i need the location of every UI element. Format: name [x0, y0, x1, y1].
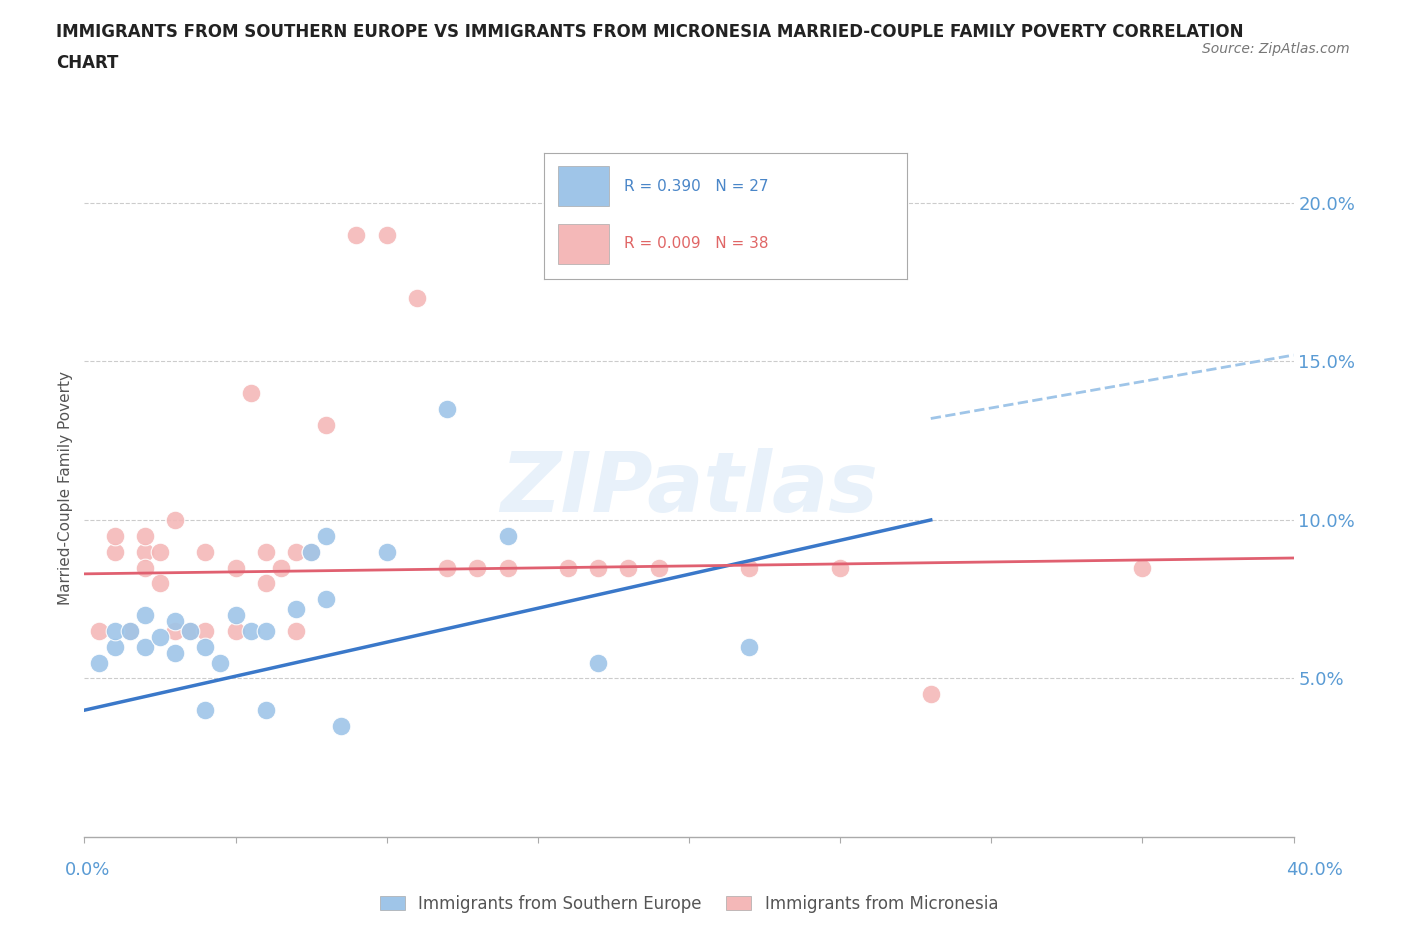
Point	[194, 703, 217, 718]
Point	[134, 639, 156, 654]
Text: 40.0%: 40.0%	[1286, 860, 1343, 879]
Text: ZIPatlas: ZIPatlas	[501, 447, 877, 529]
Point	[194, 639, 217, 654]
Point	[738, 639, 761, 654]
Point	[738, 560, 761, 575]
Point	[134, 544, 156, 559]
Point	[588, 655, 610, 670]
Point	[134, 607, 156, 622]
Point	[375, 544, 398, 559]
Point	[194, 544, 217, 559]
Point	[285, 544, 308, 559]
Text: CHART: CHART	[56, 54, 118, 72]
Text: IMMIGRANTS FROM SOUTHERN EUROPE VS IMMIGRANTS FROM MICRONESIA MARRIED-COUPLE FAM: IMMIGRANTS FROM SOUTHERN EUROPE VS IMMIG…	[56, 23, 1244, 41]
Point	[436, 402, 458, 417]
Y-axis label: Married-Couple Family Poverty: Married-Couple Family Poverty	[58, 371, 73, 605]
Point	[149, 544, 172, 559]
Point	[315, 528, 337, 543]
Point	[179, 623, 201, 638]
Point	[330, 719, 353, 734]
Point	[496, 528, 519, 543]
Point	[134, 560, 156, 575]
Point	[209, 655, 232, 670]
Point	[239, 623, 262, 638]
Point	[254, 544, 277, 559]
Point	[648, 560, 671, 575]
Point	[165, 645, 187, 660]
Point	[270, 560, 292, 575]
Point	[315, 418, 337, 432]
Point	[254, 703, 277, 718]
Point	[920, 687, 942, 702]
Point	[588, 560, 610, 575]
Point	[179, 623, 201, 638]
Point	[239, 386, 262, 401]
Point	[406, 290, 429, 305]
Point	[254, 576, 277, 591]
Point	[617, 560, 640, 575]
Point	[104, 623, 127, 638]
Point	[299, 544, 322, 559]
Point	[89, 623, 111, 638]
Point	[165, 512, 187, 527]
Point	[194, 623, 217, 638]
Point	[118, 623, 141, 638]
Point	[254, 623, 277, 638]
Point	[285, 623, 308, 638]
Point	[104, 528, 127, 543]
Point	[830, 560, 852, 575]
Point	[149, 630, 172, 644]
Point	[134, 528, 156, 543]
Point	[225, 607, 247, 622]
Point	[299, 544, 322, 559]
Point	[315, 591, 337, 606]
Point	[557, 560, 579, 575]
Point	[89, 655, 111, 670]
Point	[285, 602, 308, 617]
Point	[104, 639, 127, 654]
Point	[1130, 560, 1153, 575]
Point	[436, 560, 458, 575]
Point	[496, 560, 519, 575]
Point	[165, 614, 187, 629]
Point	[346, 227, 368, 242]
Point	[149, 576, 172, 591]
Text: Source: ZipAtlas.com: Source: ZipAtlas.com	[1202, 42, 1350, 56]
Point	[225, 560, 247, 575]
Point	[375, 227, 398, 242]
Point	[225, 623, 247, 638]
Point	[467, 560, 489, 575]
Point	[118, 623, 141, 638]
Text: 0.0%: 0.0%	[65, 860, 110, 879]
Legend: Immigrants from Southern Europe, Immigrants from Micronesia: Immigrants from Southern Europe, Immigra…	[373, 888, 1005, 920]
Point	[104, 544, 127, 559]
Point	[165, 623, 187, 638]
